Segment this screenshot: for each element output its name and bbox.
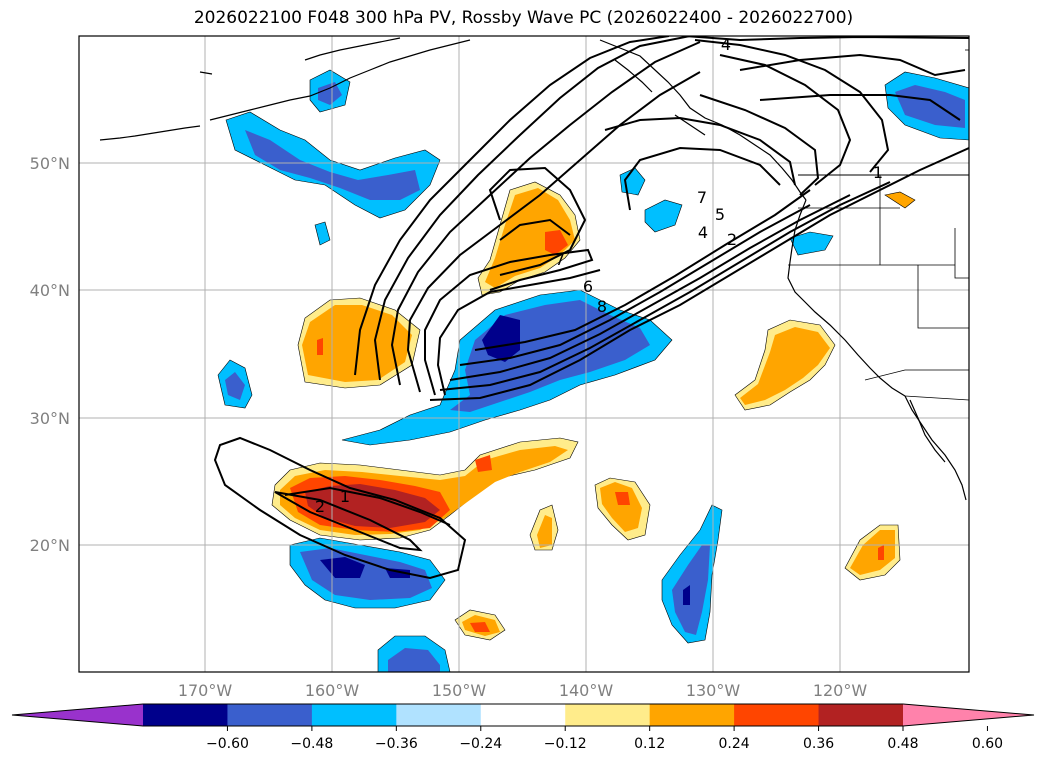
colorbar-tick-label: 0.12	[634, 736, 665, 752]
colorbar-tick-label: 0.24	[719, 736, 750, 752]
colorbar-segment	[565, 704, 651, 726]
contour-label: 2	[315, 497, 325, 516]
colorbar-segment	[818, 704, 904, 726]
colorbar-segment	[396, 704, 482, 726]
neg-anomaly-central-max	[482, 315, 520, 362]
lon-label-120w: 120°W	[813, 681, 868, 700]
contour-label: 2	[727, 230, 737, 249]
colorbar: −0.60 −0.48 −0.36 −0.24 −0.12 0.12 0.24 0.36 0.4…	[11, 703, 1035, 752]
lon-label-130w: 130°W	[686, 681, 741, 700]
lat-label-50n: 50°N	[30, 154, 70, 173]
contour-labels: 4 7 5 4 2 7 6 8 1 2 1	[315, 35, 883, 516]
lon-label-150w: 150°W	[432, 681, 487, 700]
colorbar-segment	[227, 704, 313, 726]
colorbar-tick-label: −0.36	[375, 736, 418, 752]
colorbar-extend-high	[903, 704, 1034, 726]
colorbar-tick-label: 0.60	[972, 736, 1003, 752]
colorbar-segment	[649, 704, 735, 726]
contour-label: 1	[873, 163, 883, 182]
colorbar-tick-label: −0.48	[290, 736, 333, 752]
contour-label: 7	[555, 250, 565, 269]
pc-contours	[213, 36, 969, 580]
contour-label: 8	[597, 297, 607, 316]
colorbar-segment	[480, 704, 566, 726]
contour-label: 4	[698, 223, 708, 242]
colorbar-segment	[311, 704, 397, 726]
colorbar-tick-label: 0.36	[803, 736, 834, 752]
colorbar-tick-label: −0.60	[206, 736, 249, 752]
neg-anomaly-ne-core	[895, 85, 965, 128]
lat-label-40n: 40°N	[30, 281, 70, 300]
contour-label: 5	[715, 205, 725, 224]
longitude-labels: 170°W 160°W 150°W 140°W 130°W 120°W	[178, 681, 868, 700]
neg-anomaly-n-core	[318, 82, 342, 105]
lon-label-160w: 160°W	[305, 681, 360, 700]
contour-label: 7	[697, 188, 707, 207]
map-title: 2026022100 F048 300 hPa PV, Rossby Wave …	[193, 8, 854, 28]
lat-label-30n: 30°N	[30, 409, 70, 428]
neg-anomaly-aleutian-core	[245, 130, 420, 200]
colorbar-tick-label: −0.12	[544, 736, 587, 752]
colorbar-tick-label: 0.48	[887, 736, 918, 752]
latitude-labels: 50°N 40°N 30°N 20°N	[30, 154, 70, 555]
contour-label: 4	[721, 35, 731, 54]
lon-label-140w: 140°W	[559, 681, 614, 700]
colorbar-extend-low	[12, 704, 143, 726]
lat-label-20n: 20°N	[30, 536, 70, 555]
colorbar-segment	[143, 704, 228, 726]
contour-label: 1	[340, 487, 350, 506]
lon-label-170w: 170°W	[178, 681, 233, 700]
colorbar-tick-label: −0.24	[459, 736, 502, 752]
contour-label: 6	[583, 277, 593, 296]
map-frame	[78, 35, 970, 673]
colorbar-outline	[11, 703, 1035, 727]
colorbar-segment	[734, 704, 820, 726]
pv-shading	[217, 69, 969, 672]
